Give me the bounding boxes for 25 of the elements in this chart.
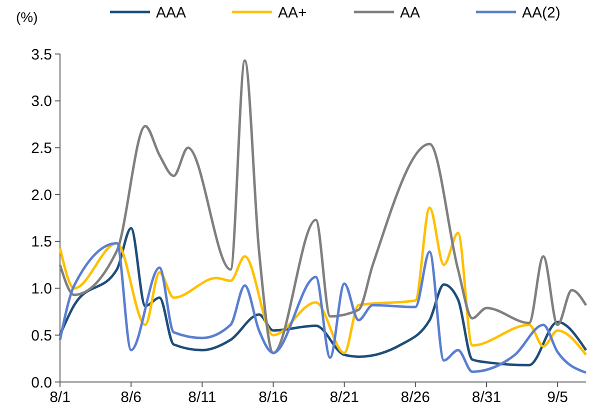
legend-label: AA: [400, 4, 420, 22]
x-tick-label: 8/21: [330, 389, 359, 406]
legend-label: AA(2): [522, 4, 560, 22]
y-tick-label: 1.5: [31, 234, 52, 251]
y-tick-label: 0.5: [31, 327, 52, 344]
x-tick-label: 8/16: [258, 389, 288, 406]
y-axis-title: (%): [16, 9, 38, 25]
line-series: [58, 227, 588, 366]
x-tick-label: 8/11: [188, 389, 216, 406]
line-series: [58, 59, 588, 354]
x-tick-label: 8/26: [400, 389, 430, 406]
y-tick-label: 3.0: [31, 93, 52, 110]
y-tick-label: 2.5: [31, 140, 52, 157]
legend-label: AAA: [156, 4, 186, 22]
y-tick-label: 3.5: [31, 46, 52, 64]
x-tick-label: 8/31: [472, 389, 502, 406]
x-tick-label: 9/5: [547, 389, 568, 406]
legend-label: AA+: [278, 4, 308, 22]
line-series: [58, 242, 588, 374]
line-series: [58, 206, 588, 356]
y-tick-label: 1.0: [31, 280, 52, 298]
x-tick-label: 8/6: [120, 389, 142, 406]
x-tick-label: 8/1: [50, 389, 70, 406]
y-tick-label: 0.0: [31, 374, 52, 392]
y-tick-label: 2.0: [31, 186, 52, 204]
